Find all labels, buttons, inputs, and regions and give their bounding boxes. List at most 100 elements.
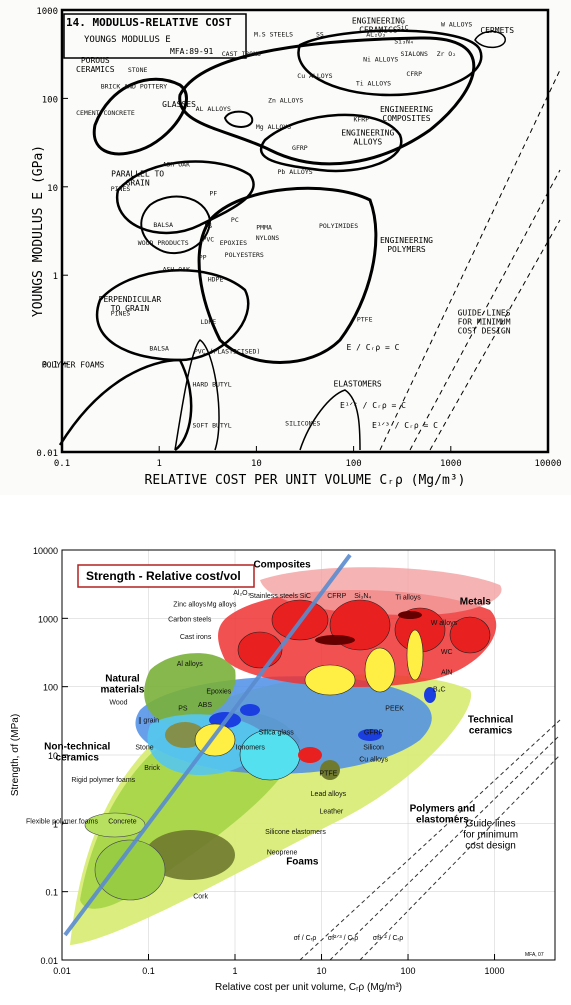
y-tick-label: 1000 [36, 7, 58, 17]
material-label-pf: PF [209, 189, 217, 197]
material-label-wood-products: WOOD PRODUCTS [138, 239, 189, 247]
family-label-engineering-polymers: ENGINEERING POLYMERS [380, 236, 433, 254]
x-tick-label: 0.01 [53, 966, 71, 976]
material-label-cast-irons: Cast irons [180, 634, 212, 641]
y-tick-label: 0.01 [40, 956, 58, 966]
material-label-gfrp: GFRP [364, 729, 384, 736]
material-label-ash-oak: ASH OAK [163, 266, 190, 274]
material-label-cast-irons: CAST IRONS [222, 50, 261, 58]
y-tick-label: 1 [53, 272, 58, 282]
material-label-rigid-polymer-foams: Rigid polymer foams [71, 777, 135, 784]
material-label-ldpe: LDPE [200, 318, 216, 326]
material-label-balsa: BALSA [149, 345, 169, 353]
x-axis-label: RELATIVE COST PER UNIT VOLUME Cᵣρ (Mg/m³… [145, 473, 466, 488]
guide-equation: E / Cᵣρ = C [347, 343, 400, 352]
family-label-guide-lines-for-minimum-cost-design: GUIDE LINES FOR MINIMUM COST DESIGN [458, 309, 511, 336]
source-tag: MFA:89-91 [170, 47, 214, 56]
material-label-al-alloys: AL ALLOYS [196, 105, 231, 113]
x-tick-label: 1 [156, 459, 161, 469]
material-label-soft-butyl: SOFT BUTYL [193, 421, 232, 429]
material-label-mg-alloys: Mg alloys [207, 601, 237, 608]
family-label-engineering-alloys: ENGINEERING ALLOYS [341, 129, 394, 147]
x-tick-label: 1000 [440, 459, 462, 469]
material-label-ni-alloys: Ni ALLOYS [363, 56, 398, 64]
material-label-silicones: SILICONES [285, 419, 320, 427]
material-label-al-o: Al₂O₃ [233, 590, 250, 597]
material-label-kfrp: KFRP [353, 115, 369, 123]
material-label-pb-alloys: Pb ALLOYS [277, 168, 312, 176]
material-label-b-c: B₄C [433, 686, 446, 693]
material-label-sialons: SIALONS [400, 50, 427, 58]
y-axis-label: Strength, σf (MPa) [10, 714, 21, 796]
y-axis-label: YOUNGS MODULUS E (GPa) [31, 145, 46, 317]
family-label-polymer-foams: POLYMER FOAMS [42, 361, 105, 370]
x-tick-label: 10 [317, 966, 327, 976]
material-label-ps: PS [178, 705, 188, 712]
material-label-epoxies: EPOXIES [220, 239, 247, 247]
material-label-ti-alloys: Ti ALLOYS [356, 79, 391, 87]
material-label-leather: Leather [320, 808, 344, 815]
family-label-non-technical-ceramics: Non-technical ceramics [44, 742, 110, 764]
material-label-si-n: Si₃N₄ [354, 593, 371, 600]
guide-equation: σf¹ᐟ² / Cᵣρ [373, 935, 403, 942]
material-label-silicone-elastomers: Silicone elastomers [265, 829, 326, 836]
chart-title-box [77, 564, 255, 588]
material-label-wood: Wood [109, 699, 127, 706]
material-label-al-o: AL₂O₃ [366, 31, 386, 39]
material-label-stone: Stone [135, 745, 153, 752]
material-label-zn-alloys: Zn ALLOYS [268, 96, 303, 104]
y-tick-label: 1000 [38, 614, 58, 624]
modulus-cost-chart: 0.1 1 10 100 1000 100000.010.11101001000RELAT… [0, 0, 571, 495]
material-label-flexible-polymer-foams: Flexible polymer foams [26, 818, 98, 825]
material-label-ash-oak: ASH OAK [163, 160, 190, 168]
material-label-pines: PINES [111, 185, 131, 193]
material-label-epoxies: Epoxies [206, 688, 231, 695]
y-tick-label: 100 [43, 683, 58, 693]
material-label-gfrp: GFRP [292, 144, 308, 152]
material-label-cement-concrete: CEMENT CONCRETE [76, 109, 135, 117]
material-label-ss: SS [316, 31, 324, 39]
material-label-mg-alloys: Mg ALLOYS [256, 123, 291, 131]
x-tick-label: 100 [345, 459, 361, 469]
x-tick-label: 0.1 [54, 459, 70, 469]
material-label-silicon: Silicon [363, 745, 384, 752]
family-label-perpendicular-to-grain: PERPENDICULAR TO GRAIN [99, 295, 162, 313]
material-label-cfrp: CFRP [406, 70, 422, 78]
x-tick-label: 10000 [534, 459, 561, 469]
material-label-sic: SiC [397, 24, 409, 32]
material-label-aln: AlN [441, 670, 452, 677]
material-label-pvc: PVC [202, 236, 214, 244]
material-label-brick-and-pottery: BRICK AND POTTERY [101, 82, 168, 90]
material-label-hdpe: HDPE [208, 275, 224, 283]
family-label-glasses: GLASSES [162, 100, 196, 109]
material-label-peek: PEEK [385, 705, 404, 712]
material-label-pp: PP [199, 254, 207, 262]
material-label-balsa: BALSA [153, 221, 173, 229]
chart-title: 14. MODULUS-RELATIVE COST [66, 16, 232, 29]
x-tick-label: 100 [401, 966, 416, 976]
x-axis-label: Relative cost per unit volume, Cᵣρ (Mg/m… [215, 982, 402, 993]
guide-equation: E¹ᐟ² / Cᵣρ = C [340, 401, 406, 410]
material-label-pmma: PMMA [256, 223, 272, 231]
plot-frame [60, 8, 550, 454]
material-label-si-n: Si₃N₄ [394, 37, 414, 45]
material-label-pc: PC [231, 216, 239, 224]
y-tick-label: 10 [47, 184, 58, 194]
material-label-ionomers: Ionomers [236, 745, 266, 752]
x-tick-label: 0.1 [142, 966, 155, 976]
material-label-grain: ∥ grain [138, 716, 159, 724]
y-tick-label: 10000 [33, 546, 58, 556]
material-label-polyesters: POLYESTERS [225, 251, 264, 259]
material-label-cfrp: CFRP [327, 593, 346, 600]
material-label-cu-alloys: Cu alloys [359, 757, 388, 764]
x-tick-label: 1 [233, 966, 238, 976]
material-label-wc: WC [441, 649, 453, 656]
guide-equation: E¹ᐟ³ / Cᵣρ = C [372, 421, 438, 430]
family-label-foams: Foams [286, 856, 319, 867]
y-tick-label: 0.1 [45, 888, 58, 898]
family-label-porous-ceramics: POROUS CERAMICS [76, 56, 115, 74]
material-label-nylons: NYLONS [256, 234, 280, 242]
material-label-stone: STONE [128, 66, 148, 74]
family-label-elastomers: ELASTOMERS [334, 380, 382, 389]
guide-equation: σf / Cᵣρ [294, 935, 317, 942]
